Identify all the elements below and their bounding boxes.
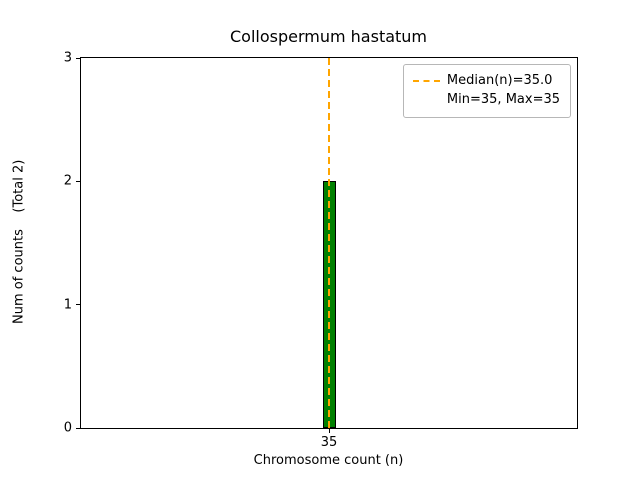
median-line-sample-icon [412,80,440,83]
x-axis-label: Chromosome count (n) [253,453,404,468]
legend-entry-median: Median(n)=35.0 [412,72,560,91]
y-tick-label: 3 [63,50,72,66]
y-tick-label: 2 [63,173,72,189]
y-tick-mark [76,427,80,429]
legend-minmax-label: Min=35, Max=35 [446,91,560,107]
y-tick-mark [76,57,80,59]
y-tick-label: 0 [63,420,72,436]
x-tick-label: 35 [320,435,338,450]
legend-median-label: Median(n)=35.0 [446,73,553,88]
y-tick-mark [76,304,80,306]
y-tick-label: 1 [63,297,72,313]
median-line [328,58,330,428]
x-tick-mark [328,429,330,433]
y-tick-mark [76,180,80,182]
chart-title: Collospermum hastatum [229,27,428,46]
y-axis-label: Num of counts (Total 2) [11,159,27,325]
legend: Median(n)=35.0 Min=35, Max=35 [402,64,571,118]
ticks-layer: 0 1 2 3 35 [64,51,577,451]
plot-area: 0 1 2 3 35 Median(n)=35.0 Min=35, Max=35 [64,51,578,451]
